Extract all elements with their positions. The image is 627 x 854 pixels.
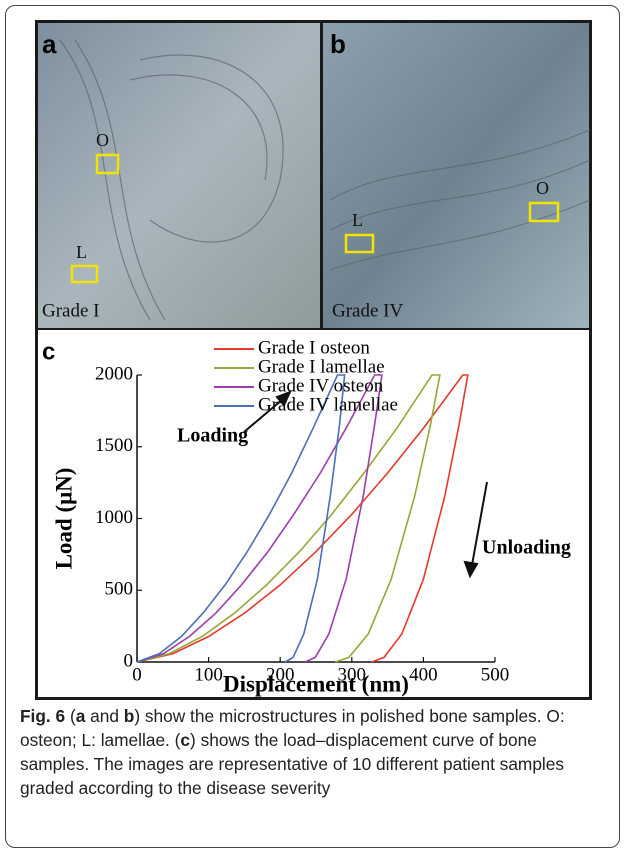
x-tick-label: 500 <box>481 664 510 685</box>
x-tick-label: 400 <box>409 664 438 685</box>
y-tick-label: 2000 <box>95 363 133 384</box>
caption: Fig. 6 (a and b) show the microstructure… <box>20 704 610 800</box>
grade-label: Grade IV <box>332 300 403 321</box>
y-tick-label: 1000 <box>95 507 133 528</box>
caption-text: and <box>85 706 123 726</box>
roi-label: L <box>76 242 87 262</box>
legend-label: Grade IV osteon <box>258 375 384 396</box>
page: a b Grade I Grade IV O L L O c 010020030… <box>0 0 627 854</box>
panel-label: c <box>42 338 55 365</box>
y-tick-label: 0 <box>124 650 134 671</box>
grade-label: Grade I <box>42 300 100 321</box>
caption-text: c <box>180 730 190 750</box>
caption-text: a <box>76 706 86 726</box>
y-tick-label: 500 <box>105 579 134 600</box>
x-tick-label: 0 <box>132 664 142 685</box>
caption-label: Fig. 6 <box>20 706 65 726</box>
caption-text: ( <box>65 706 76 726</box>
panel-label: b <box>330 29 346 59</box>
x-tick-label: 100 <box>194 664 223 685</box>
roi-label: O <box>536 178 549 198</box>
panel-label: a <box>42 29 57 59</box>
caption-text: b <box>124 706 135 726</box>
annotation: Unloading <box>482 537 571 559</box>
roi-label: O <box>96 130 109 150</box>
micrograph-b <box>323 23 589 328</box>
y-tick-label: 1500 <box>95 435 133 456</box>
legend-label: Grade I lamellae <box>258 356 385 377</box>
legend-label: Grade I osteon <box>258 337 370 358</box>
y-axis-label: Load (μN) <box>51 468 76 570</box>
roi-label: L <box>352 210 363 230</box>
x-axis-label: Displacement (nm) <box>223 671 409 696</box>
annotation: Loading <box>177 425 248 447</box>
